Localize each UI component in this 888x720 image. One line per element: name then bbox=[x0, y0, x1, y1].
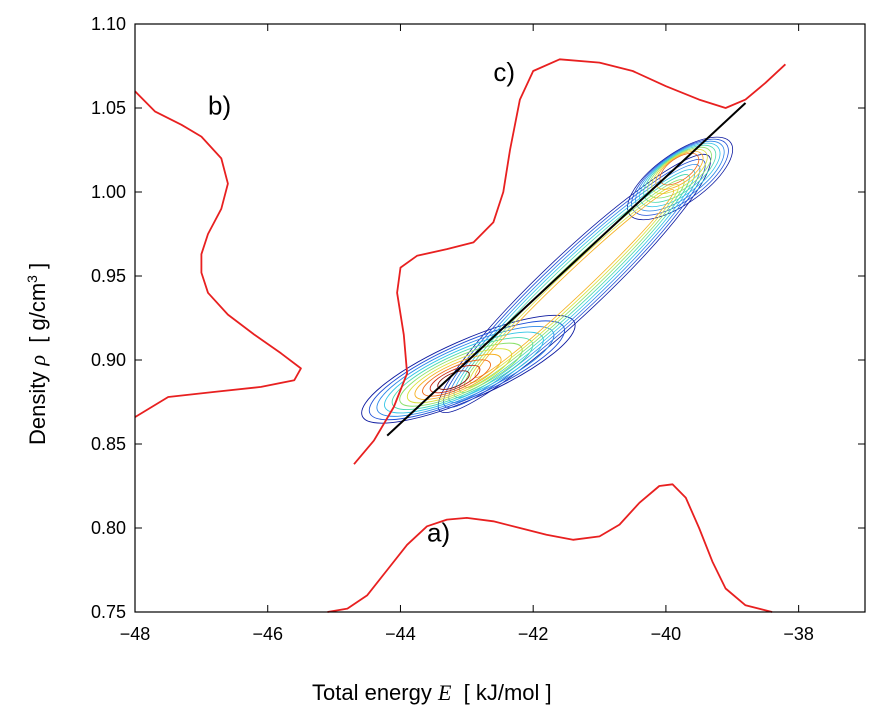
contour-ring-secondary bbox=[627, 136, 734, 221]
contour-ring-main bbox=[437, 370, 470, 390]
x-tick-label: −38 bbox=[783, 624, 814, 644]
contour-ring-secondary bbox=[647, 146, 712, 199]
x-axis-symbol: E bbox=[437, 680, 452, 705]
y-axis-unit-sup: 3 bbox=[24, 275, 40, 283]
annotation-label: b) bbox=[208, 91, 231, 121]
x-axis-title: Total energy E [ kJ/mol ] bbox=[312, 680, 552, 705]
annotation-layer: a) b) c) bbox=[208, 57, 515, 547]
contour-ring-main bbox=[361, 314, 576, 424]
annotation-label: c) bbox=[493, 57, 515, 87]
x-axis-title-prefix: Total energy bbox=[312, 680, 438, 705]
fit-line bbox=[386, 102, 747, 437]
x-tick-label: −40 bbox=[651, 624, 682, 644]
x-tick-label: −42 bbox=[518, 624, 549, 644]
y-tick-label: 0.75 bbox=[91, 602, 126, 622]
y-axis-unit-close: ] bbox=[25, 263, 50, 275]
contour-ring-band bbox=[453, 169, 696, 398]
contour-ring-secondary bbox=[631, 138, 729, 216]
contour-ring-band bbox=[437, 153, 711, 414]
y-tick-label: 0.90 bbox=[91, 350, 126, 370]
contour-ring-main bbox=[368, 320, 565, 421]
x-tick-label: −46 bbox=[252, 624, 283, 644]
x-tick-label: −48 bbox=[120, 624, 151, 644]
y-axis-title-prefix: Density bbox=[25, 366, 50, 445]
y-tick-label: 1.00 bbox=[91, 182, 126, 202]
contour-ring-band bbox=[443, 158, 706, 408]
y-tick-label: 1.05 bbox=[91, 98, 126, 118]
energy-distribution-curve bbox=[327, 483, 773, 613]
tick-layer: −48 −46 −44 −42 −40 −38 0.75 0.80 0.85 0.90 0.95 1.… bbox=[91, 14, 865, 644]
diagonal-distribution-curve bbox=[353, 58, 787, 465]
contour-ring-main bbox=[391, 337, 534, 411]
contour-ring-band bbox=[474, 189, 675, 378]
y-tick-label: 0.95 bbox=[91, 266, 126, 286]
annotation-label: a) bbox=[427, 517, 450, 547]
y-axis-unit: [ g/cm bbox=[25, 283, 50, 355]
contour-ring-main bbox=[406, 348, 513, 404]
plot-frame bbox=[134, 23, 866, 613]
contour-ring-band bbox=[458, 174, 690, 393]
contour-ring-band bbox=[448, 164, 701, 403]
y-tick-label: 0.80 bbox=[91, 518, 126, 538]
contour-ring-main bbox=[414, 353, 502, 400]
contour-ring-secondary bbox=[643, 144, 717, 203]
y-tick-label: 0.85 bbox=[91, 434, 126, 454]
curve-layer bbox=[134, 58, 787, 613]
density-distribution-curve bbox=[134, 90, 302, 418]
x-tick-label: −44 bbox=[385, 624, 416, 644]
y-tick-label: 1.10 bbox=[91, 14, 126, 34]
contour-ring-band bbox=[464, 179, 685, 388]
y-axis-symbol: ρ bbox=[25, 355, 50, 367]
contour-layer bbox=[361, 136, 734, 424]
contour-ring-secondary bbox=[639, 142, 721, 208]
contour-ring-main bbox=[422, 359, 491, 397]
contour-ring-secondary bbox=[651, 148, 708, 195]
contour-ring-main bbox=[399, 342, 523, 407]
x-axis-unit: [ kJ/mol ] bbox=[451, 680, 551, 705]
y-axis-title: Density ρ [ g/cm3 ] bbox=[24, 263, 50, 445]
contour-ring-main bbox=[429, 364, 481, 394]
contour-ring-band bbox=[469, 184, 680, 383]
